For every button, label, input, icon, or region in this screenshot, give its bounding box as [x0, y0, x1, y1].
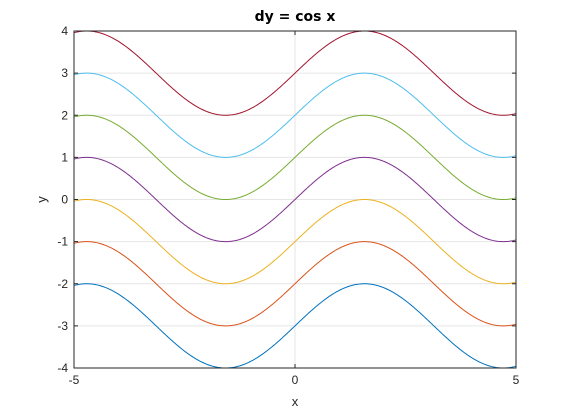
series-line-c3 [73, 30, 517, 116]
tick-labels: -5 0 5 4 3 2 1 0 -1 -2 -3 -4 [57, 24, 519, 387]
y-tick-label: -1 [57, 235, 68, 249]
x-axis-label: x [292, 394, 299, 409]
y-tick-label: 0 [61, 193, 68, 207]
series-line-c0 [73, 156, 517, 243]
chart-title: dy = cos x [255, 9, 336, 25]
y-tick-label: 3 [61, 66, 68, 80]
y-tick-label: -2 [57, 277, 68, 291]
series-group [73, 30, 517, 369]
y-tick-label: -3 [57, 319, 68, 333]
y-tick-label: 1 [61, 150, 68, 164]
ticks [73, 30, 517, 369]
series-line-cminus1 [73, 198, 517, 285]
y-tick-label: -4 [57, 361, 68, 375]
y-axis-label: y [34, 196, 49, 203]
x-tick-label: 0 [292, 373, 299, 387]
series-line-c1 [73, 114, 517, 201]
y-tick-label: 2 [61, 108, 68, 122]
series-line-cminus2 [73, 241, 517, 327]
series-line-cminus3 [73, 283, 517, 369]
series-line-c2 [73, 72, 517, 158]
y-tick-label: 4 [61, 24, 68, 38]
x-tick-label: -5 [69, 373, 80, 387]
x-tick-label: 5 [513, 373, 520, 387]
